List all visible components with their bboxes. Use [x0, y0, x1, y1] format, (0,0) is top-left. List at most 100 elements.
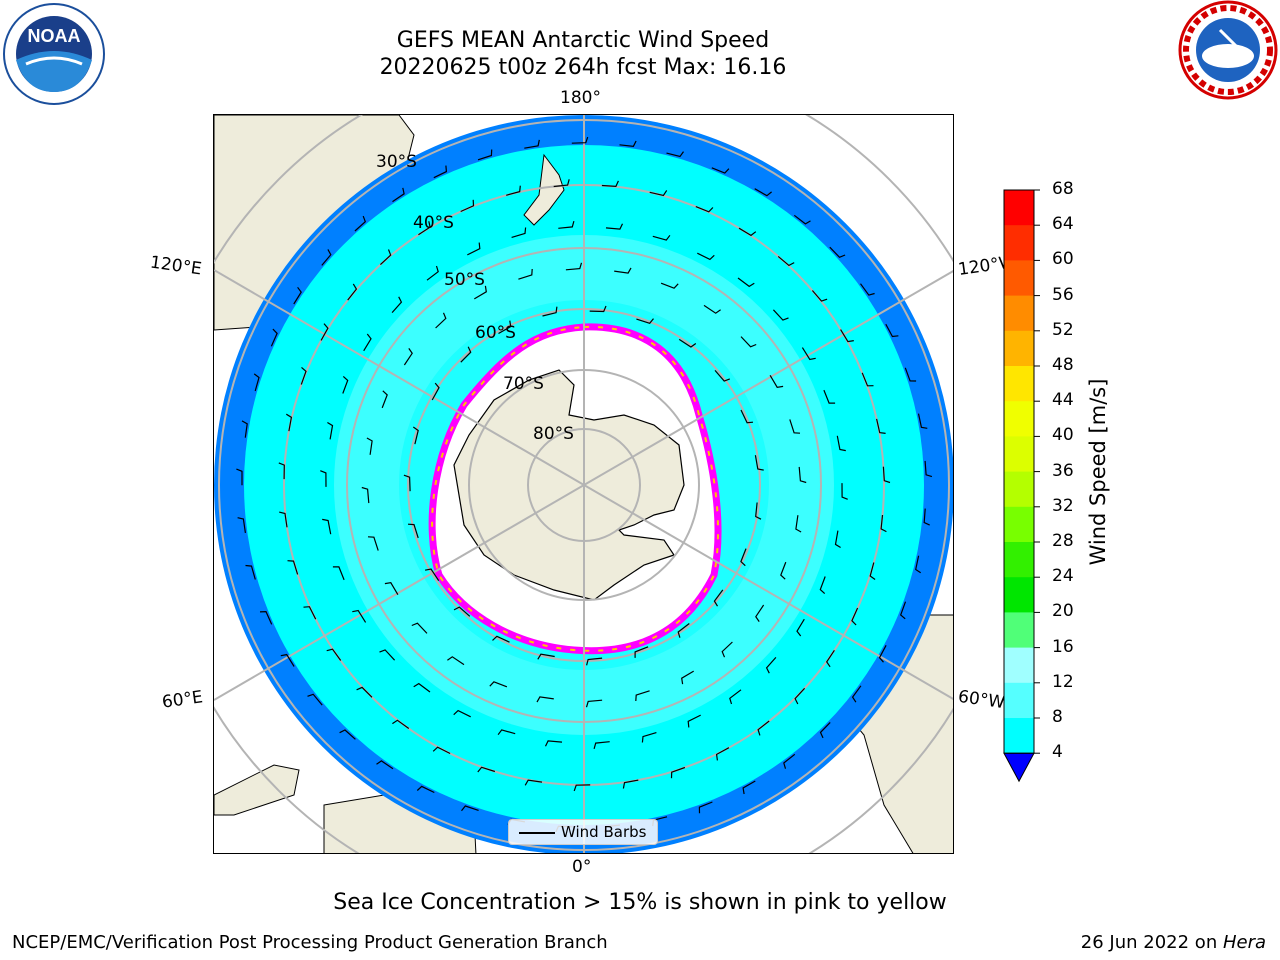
- wind-barb: [634, 646, 649, 658]
- wind-barb: [757, 720, 770, 736]
- colorbar-tick-label: 32: [1052, 495, 1074, 516]
- wind-barb: [636, 318, 654, 324]
- wind-barb: [917, 413, 928, 429]
- wind-barb: [361, 486, 370, 504]
- colorbar-tick-label: 60: [1052, 249, 1074, 270]
- wind-barb: [245, 564, 256, 580]
- wind-barb: [687, 714, 701, 728]
- colorbar-tick-label: 48: [1052, 355, 1074, 375]
- wind-barb: [841, 483, 848, 500]
- wind-barb: [819, 721, 831, 739]
- wind-barb: [703, 304, 721, 314]
- colorbar-tick-label: 44: [1052, 390, 1074, 411]
- wind-barb: [460, 199, 475, 213]
- wind-barb: [391, 296, 403, 313]
- title-line1: GEFS MEAN Antarctic Wind Speed: [396, 28, 770, 53]
- wind-barb: [899, 601, 907, 620]
- footer-date: 26 Jun 2022 on: [1080, 932, 1223, 953]
- wind-barb: [498, 320, 512, 335]
- wind-barb: [518, 268, 533, 280]
- wind-barb: [320, 323, 329, 341]
- map-panel: [213, 114, 954, 854]
- wind-barb: [418, 221, 431, 236]
- wind-barb: [641, 732, 657, 743]
- wind-barb: [379, 649, 396, 661]
- wind-barb: [565, 262, 583, 271]
- wind-barb: [825, 649, 835, 668]
- colorbar-band: [1004, 647, 1034, 684]
- wind-barb: [765, 657, 777, 674]
- wind-barb: [322, 518, 332, 535]
- wind-barb: [851, 685, 862, 703]
- wind-barb: [698, 801, 713, 814]
- wind-barb: [783, 753, 796, 769]
- lon-label-bottom: 0°: [572, 857, 592, 877]
- wind-barb: [880, 514, 887, 533]
- wind-barb: [869, 562, 876, 580]
- lat-label-70s: 70°S: [503, 374, 544, 394]
- wind-barb: [413, 682, 431, 693]
- wind-barb: [836, 435, 846, 452]
- wind-barb: [666, 151, 684, 158]
- legend-line-swatch: [519, 832, 555, 834]
- wind-barb: [721, 641, 733, 658]
- wind-barb: [392, 719, 410, 729]
- colorbar-tick-label: 64: [1052, 214, 1074, 235]
- polar-map: [214, 115, 953, 853]
- wind-barb: [714, 370, 731, 382]
- wind-barb: [772, 309, 789, 321]
- wind-barb: [652, 234, 671, 241]
- wind-barb: [339, 729, 356, 740]
- wind-barb: [511, 227, 527, 238]
- wind-barb: [431, 382, 440, 401]
- wind-barb: [356, 686, 373, 698]
- colorbar-band: [1004, 330, 1034, 367]
- wind-barb: [241, 420, 248, 438]
- wind-barb: [769, 374, 784, 388]
- wind-barb: [740, 548, 747, 567]
- colorbar-extend-arrow: [1003, 752, 1035, 783]
- wind-barb: [924, 460, 933, 478]
- colorbar-tick-label: 52: [1052, 319, 1074, 340]
- wind-barb: [352, 609, 367, 623]
- wind-barb: [795, 515, 802, 533]
- colorbar-tick-label: 4: [1052, 742, 1063, 763]
- wind-barb: [477, 766, 496, 773]
- wind-barb: [300, 366, 307, 385]
- wind-barb: [524, 139, 540, 149]
- footer-right: 26 Jun 2022 on Hera: [1081, 932, 1266, 953]
- wind-barb: [403, 348, 413, 366]
- wind-barb: [660, 282, 679, 289]
- colorbar-band: [1004, 612, 1034, 649]
- wind-barb: [755, 502, 762, 520]
- wind-barb: [715, 747, 730, 761]
- colorbar-band: [1004, 471, 1034, 508]
- caption: Sea Ice Concentration > 15% is shown in …: [333, 890, 947, 915]
- wind-barb: [381, 390, 388, 409]
- wind-barb: [524, 779, 543, 786]
- wind-barb: [411, 622, 428, 634]
- wind-barb: [259, 610, 273, 625]
- noaa-logo: NOAA: [3, 3, 105, 105]
- wind-barb: [601, 180, 619, 188]
- colorbar-band: [1004, 542, 1034, 578]
- colorbar-band: [1004, 682, 1034, 719]
- wind-barb: [558, 220, 575, 229]
- colorbar-band: [1004, 577, 1034, 613]
- wind-barb: [622, 779, 639, 789]
- wind-barb: [697, 252, 715, 261]
- wind-barb: [303, 606, 317, 620]
- wind-barb: [755, 604, 765, 622]
- wind-barb: [789, 419, 801, 434]
- wind-barb: [593, 741, 610, 750]
- wind-barb: [285, 413, 293, 432]
- wind-barb: [506, 185, 521, 196]
- wind-barb: [544, 740, 563, 747]
- wind-barb: [354, 215, 367, 232]
- colorbar-tick-label: 16: [1052, 636, 1074, 657]
- wind-barb: [713, 589, 724, 607]
- wind-barb: [695, 206, 714, 213]
- wind-barb: [473, 285, 487, 300]
- wind-barb: [678, 338, 697, 348]
- footer-left: NCEP/EMC/Verification Post Processing Pr…: [12, 932, 608, 953]
